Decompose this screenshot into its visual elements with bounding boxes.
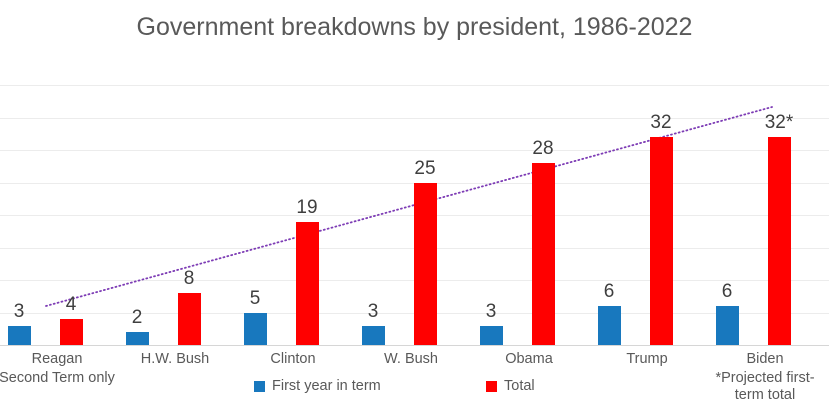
bar-total-clinton: [295, 221, 319, 345]
legend-swatch-first-year-icon: [254, 380, 265, 392]
value-label-total-w-bush: 25: [414, 157, 436, 179]
bar-total-w-bush: [413, 182, 437, 345]
value-label-first-year-in-term-reagan: 3: [13, 300, 25, 322]
footnote-biden-line1: *Projected first-: [715, 370, 815, 386]
category-label-trump: Trump: [626, 351, 668, 367]
bar-total-trump: [649, 137, 673, 345]
category-label-w-bush: W. Bush: [384, 351, 438, 367]
legend-label-first-year: First year in term: [272, 378, 381, 394]
footnote-reagan: Second Term only: [0, 370, 115, 386]
value-label-total-reagan: 4: [65, 294, 77, 315]
bar-first-year-in-term-obama: [479, 325, 503, 345]
gridline-40: [0, 85, 829, 86]
value-label-total-biden: 32*: [764, 112, 794, 133]
bar-first-year-in-term-clinton: [243, 312, 267, 345]
value-label-total-clinton: 19: [296, 196, 318, 218]
category-label-obama: Obama: [505, 351, 553, 367]
bar-first-year-in-term-reagan: [7, 325, 31, 345]
value-label-first-year-in-term-obama: 3: [485, 300, 497, 322]
value-label-first-year-in-term-biden: 6: [721, 281, 733, 302]
bar-first-year-in-term-w-bush: [361, 325, 385, 345]
footnote-biden-line2: term total: [734, 387, 796, 403]
bar-first-year-in-term-h-w-bush: [125, 332, 149, 345]
gridline-30: [0, 150, 829, 151]
bar-first-year-in-term-trump: [597, 306, 621, 345]
legend-label-total: Total: [504, 378, 535, 394]
value-label-first-year-in-term-clinton: 5: [249, 287, 261, 309]
value-label-total-h-w-bush: 8: [183, 268, 195, 289]
legend-item-total: Total: [486, 378, 535, 394]
category-label-clinton: Clinton: [270, 351, 316, 367]
value-label-first-year-in-term-h-w-bush: 2: [131, 307, 143, 328]
value-label-first-year-in-term-trump: 6: [603, 281, 615, 302]
x-axis-line: [0, 345, 829, 346]
chart-title: Government breakdowns by president, 1986…: [136, 13, 693, 41]
gridline-35: [0, 117, 829, 119]
legend-swatch-total-icon: [486, 380, 497, 392]
value-label-total-trump: 32: [650, 112, 672, 133]
category-label-biden: Biden: [746, 351, 784, 367]
bar-total-obama: [531, 163, 555, 345]
value-label-first-year-in-term-w-bush: 3: [367, 300, 379, 322]
legend-item-first-year: First year in term: [254, 378, 381, 394]
bar-first-year-in-term-biden: [715, 306, 739, 345]
category-label-reagan: Reagan: [31, 351, 83, 367]
bar-total-reagan: [59, 319, 83, 345]
value-label-total-obama: 28: [532, 138, 554, 159]
bar-total-h-w-bush: [177, 293, 201, 345]
category-label-h-w-bush: H.W. Bush: [140, 351, 210, 367]
bar-total-biden: [767, 137, 791, 345]
